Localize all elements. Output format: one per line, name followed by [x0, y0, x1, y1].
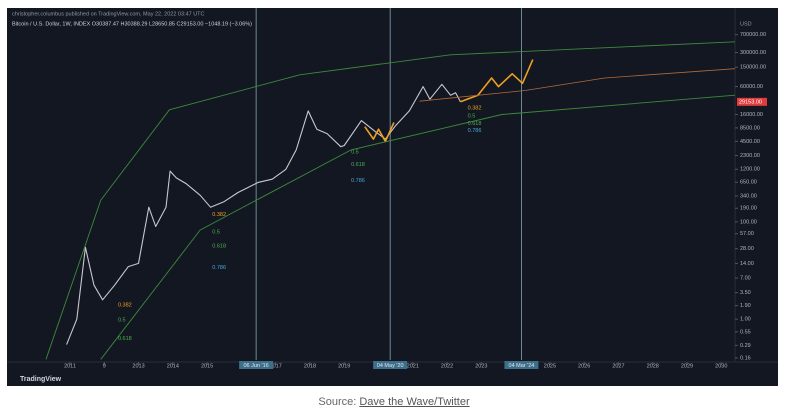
- chart-background: [7, 8, 778, 386]
- annotation: 0.5: [351, 150, 359, 156]
- x-tick-label: 2029: [681, 363, 693, 369]
- header: christopher.columbus published on Tradin…: [12, 11, 205, 17]
- annotation: 0.382: [468, 105, 482, 111]
- annotation: 0.618: [118, 336, 132, 342]
- date-label: 04 May '20: [377, 363, 404, 369]
- annotation: 0.618: [351, 162, 365, 168]
- x-tick-label: 2021: [407, 363, 419, 369]
- y-tick-label: 700000.00: [740, 32, 766, 38]
- annotation: 0.786: [212, 265, 226, 271]
- y-tick-label: 14.00: [740, 261, 754, 267]
- y-tick-label: 1.90: [740, 303, 751, 309]
- y-tick-label: 300000.00: [740, 50, 766, 56]
- y-tick-label: 1.00: [740, 317, 751, 323]
- annotation: 0.5: [468, 113, 476, 119]
- annotation: 0.5: [118, 318, 126, 324]
- annotation: 0.786: [468, 128, 482, 134]
- price-badge: [737, 97, 767, 106]
- x-tick-label: 2018: [304, 363, 316, 369]
- y-tick-label: 190.00: [740, 206, 757, 212]
- y-tick-label: 0.55: [740, 329, 751, 335]
- y-tick-label: 4500.00: [740, 139, 760, 145]
- y-axis-label: USD: [740, 21, 752, 27]
- x-tick-label: 2022: [441, 363, 453, 369]
- series-line: [66, 83, 461, 345]
- x-tick-label: 2028: [647, 363, 659, 369]
- y-tick-label: 0.16: [740, 355, 751, 361]
- y-tick-label: 16000.00: [740, 112, 763, 118]
- y-tick-label: 2300.00: [740, 153, 760, 159]
- annotation: 0.382: [118, 303, 132, 309]
- x-tick-label: 2013: [132, 363, 144, 369]
- caption: Source: Dave the Wave/Twitter: [0, 396, 788, 408]
- series-line: [45, 41, 736, 360]
- y-tick-label: 60000.00: [740, 84, 763, 90]
- x-tick-label: 2030: [715, 363, 727, 369]
- y-tick-label: 8500.00: [740, 125, 760, 131]
- x-tick-label: 2015: [201, 363, 213, 369]
- series-line: [100, 94, 736, 360]
- annotation: 0.382: [212, 212, 226, 218]
- date-badge: [373, 361, 408, 369]
- price-label: 29153.00: [739, 99, 762, 105]
- x-tick-label: 2011: [64, 363, 76, 369]
- date-badge: [504, 361, 539, 369]
- x-tick-label: 9: [103, 363, 106, 369]
- x-tick-label: 2027: [612, 363, 624, 369]
- x-tick-label: 2025: [544, 363, 556, 369]
- annotation: 0.5: [212, 229, 220, 235]
- y-tick-label: 7.00: [740, 275, 751, 281]
- y-tick-label: 650.00: [740, 180, 757, 186]
- series-line: [419, 68, 736, 102]
- annotation: 0.786: [351, 178, 365, 184]
- y-tick-label: 1200.00: [740, 167, 760, 173]
- y-tick-label: 150000.00: [740, 65, 766, 71]
- x-tick-label: 2017: [270, 363, 282, 369]
- logo: TradingView: [20, 376, 62, 383]
- y-tick-label: 100.00: [740, 219, 757, 225]
- series-line: [364, 122, 395, 143]
- x-tick-label: 2019: [338, 363, 350, 369]
- subtitle: Bitcoin / U.S. Dollar, 1W, INDEX O30387.…: [12, 21, 252, 27]
- x-tick-label: 2026: [578, 363, 590, 369]
- annotation: 0.618: [468, 121, 482, 127]
- source-link[interactable]: Dave the Wave/Twitter: [359, 396, 470, 408]
- date-badge: [239, 361, 274, 369]
- y-tick-label: 340.00: [740, 193, 757, 199]
- source-prefix: Source:: [318, 396, 357, 408]
- chart: christopher.columbus published on Tradin…: [7, 8, 778, 386]
- x-tick-label: 2014: [167, 363, 179, 369]
- y-tick-label: 3.50: [740, 290, 751, 296]
- y-tick-label: 28.00: [740, 246, 754, 252]
- x-tick-label: 2023: [475, 363, 487, 369]
- y-tick-label: 57.00: [740, 231, 754, 237]
- annotation: 0.618: [212, 243, 226, 249]
- y-tick-label: 0.29: [740, 343, 751, 349]
- date-label: 06 Jun '16: [244, 363, 269, 369]
- date-label: 04 Mar '24: [509, 363, 535, 369]
